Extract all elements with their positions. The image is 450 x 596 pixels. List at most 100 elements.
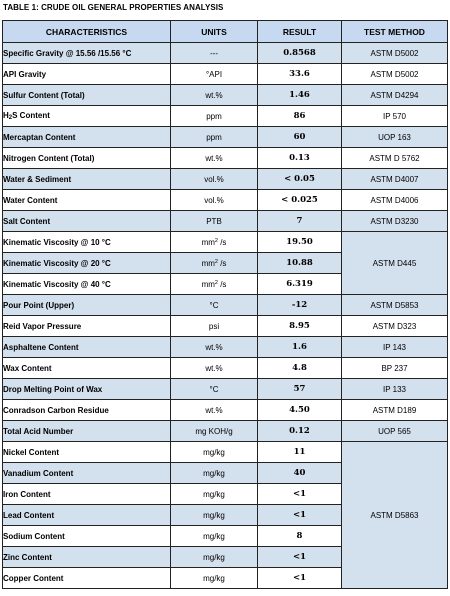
unit-cell: ppm: [170, 105, 258, 127]
characteristic-text: H: [3, 111, 9, 120]
table-row: Nickel Content mg/kg 11 ASTM D5863: [2, 441, 448, 589]
unit-cell: mm2 /s: [170, 252, 258, 274]
method-cell: UOP 565: [341, 420, 448, 442]
characteristic-cell: Drop Melting Point of Wax: [2, 378, 171, 400]
method-cell-metals: ASTM D5863: [341, 441, 448, 589]
result-cell: 4.8: [257, 357, 342, 379]
characteristic-cell: Asphaltene Content: [2, 336, 171, 358]
unit-cell: °C: [170, 378, 258, 400]
characteristic-cell: Reid Vapor Pressure: [2, 315, 171, 337]
result-cell: 0.8568: [257, 42, 342, 64]
table-row: Water Content vol.% < 0.025 ASTM D4006: [2, 189, 448, 211]
unit-text-rest: /s: [217, 279, 227, 289]
table-row: Sulfur Content (Total) wt.% 1.46 ASTM D4…: [2, 84, 448, 106]
method-cell: ASTM D5853: [341, 294, 448, 316]
method-cell: IP 133: [341, 378, 448, 400]
characteristic-cell: Specific Gravity @ 15.56 /15.56 °C: [2, 42, 171, 64]
characteristic-cell: Copper Content: [2, 567, 171, 589]
unit-cell: mg/kg: [170, 567, 258, 589]
result-cell: 19.50: [257, 231, 342, 253]
characteristic-cell: Kinematic Viscosity @ 40 °C: [2, 273, 171, 295]
header-row: CHARACTERISTICS UNITS RESULT TEST METHOD: [2, 20, 448, 43]
table-row: Vanadium Content mg/kg 40: [2, 462, 448, 484]
result-cell: <1: [257, 546, 342, 568]
result-cell: 0.12: [257, 420, 342, 442]
unit-text-rest: /s: [217, 237, 227, 247]
characteristic-cell: Lead Content: [2, 504, 171, 526]
table-row: Nitrogen Content (Total) wt.% 0.13 ASTM …: [2, 147, 448, 169]
method-cell: ASTM D4007: [341, 168, 448, 190]
result-cell: 11: [257, 441, 342, 463]
unit-cell: mm2 /s: [170, 231, 258, 253]
table-row: Kinematic Viscosity @ 10 °C mm2 /s 19.50…: [2, 231, 448, 295]
result-cell: -12: [257, 294, 342, 316]
unit-cell: vol.%: [170, 189, 258, 211]
method-cell: ASTM D4006: [341, 189, 448, 211]
unit-cell: ---: [170, 42, 258, 64]
unit-text: mm: [201, 258, 215, 268]
characteristic-cell: Pour Point (Upper): [2, 294, 171, 316]
result-cell: 1.6: [257, 336, 342, 358]
result-cell: <1: [257, 567, 342, 589]
unit-cell: °C: [170, 294, 258, 316]
unit-cell: mm2 /s: [170, 273, 258, 295]
method-cell: ASTM D 5762: [341, 147, 448, 169]
method-cell: IP 570: [341, 105, 448, 127]
method-cell: ASTM D3230: [341, 210, 448, 232]
unit-cell: vol.%: [170, 168, 258, 190]
result-cell: 33.6: [257, 63, 342, 85]
properties-table: CHARACTERISTICS UNITS RESULT TEST METHOD…: [2, 20, 448, 589]
table-row: Mercaptan Content ppm 60 UOP 163: [2, 126, 448, 148]
result-cell: 40: [257, 462, 342, 484]
characteristic-text-rest: S Content: [12, 111, 50, 120]
characteristic-cell: Zinc Content: [2, 546, 171, 568]
characteristic-cell: H2S Content: [2, 105, 171, 127]
method-cell: ASTM D5002: [341, 63, 448, 85]
characteristic-cell: Iron Content: [2, 483, 171, 505]
table-row: Reid Vapor Pressure psi 8.95 ASTM D323: [2, 315, 448, 337]
result-cell: 60: [257, 126, 342, 148]
unit-cell: mg/kg: [170, 462, 258, 484]
characteristic-cell: Wax Content: [2, 357, 171, 379]
method-cell: IP 143: [341, 336, 448, 358]
table-row: Specific Gravity @ 15.56 /15.56 °C --- 0…: [2, 42, 448, 64]
characteristic-cell: Kinematic Viscosity @ 10 °C: [2, 231, 171, 253]
characteristic-cell: Mercaptan Content: [2, 126, 171, 148]
header-result: RESULT: [257, 20, 342, 43]
characteristic-cell: Salt Content: [2, 210, 171, 232]
table-row: Pour Point (Upper) °C -12 ASTM D5853: [2, 294, 448, 316]
result-cell: 8: [257, 525, 342, 547]
table-row: Salt Content PTB 7 ASTM D3230: [2, 210, 448, 232]
header-test-method: TEST METHOD: [341, 20, 448, 43]
unit-cell: wt.%: [170, 147, 258, 169]
method-cell: UOP 163: [341, 126, 448, 148]
table-row: Kinematic Viscosity @ 40 °C mm2 /s 6.319: [2, 273, 448, 295]
result-cell: 6.319: [257, 273, 342, 295]
characteristic-cell: Vanadium Content: [2, 462, 171, 484]
unit-cell: mg/kg: [170, 441, 258, 463]
characteristic-cell: Water & Sediment: [2, 168, 171, 190]
unit-cell: wt.%: [170, 399, 258, 421]
result-cell: <1: [257, 504, 342, 526]
table-row: API Gravity °API 33.6 ASTM D5002: [2, 63, 448, 85]
table-row: Conradson Carbon Residue wt.% 4.50 ASTM …: [2, 399, 448, 421]
method-cell: ASTM D4294: [341, 84, 448, 106]
result-cell: 57: [257, 378, 342, 400]
superscript-text: 2: [214, 279, 218, 286]
result-cell: 0.13: [257, 147, 342, 169]
subscript-text: 2: [8, 115, 13, 121]
header-characteristics: CHARACTERISTICS: [2, 20, 171, 43]
characteristic-cell: Conradson Carbon Residue: [2, 399, 171, 421]
table-row: Drop Melting Point of Wax °C 57 IP 133: [2, 378, 448, 400]
header-units: UNITS: [170, 20, 258, 43]
result-cell: 10.88: [257, 252, 342, 274]
result-cell: 8.95: [257, 315, 342, 337]
unit-cell: wt.%: [170, 336, 258, 358]
characteristic-cell: Sodium Content: [2, 525, 171, 547]
table-caption: TABLE 1: CRUDE OIL GENERAL PROPERTIES AN…: [3, 3, 224, 12]
unit-cell: PTB: [170, 210, 258, 232]
table-row: Wax Content wt.% 4.8 BP 237: [2, 357, 448, 379]
result-cell: 86: [257, 105, 342, 127]
unit-cell: ppm: [170, 126, 258, 148]
result-cell: 1.46: [257, 84, 342, 106]
